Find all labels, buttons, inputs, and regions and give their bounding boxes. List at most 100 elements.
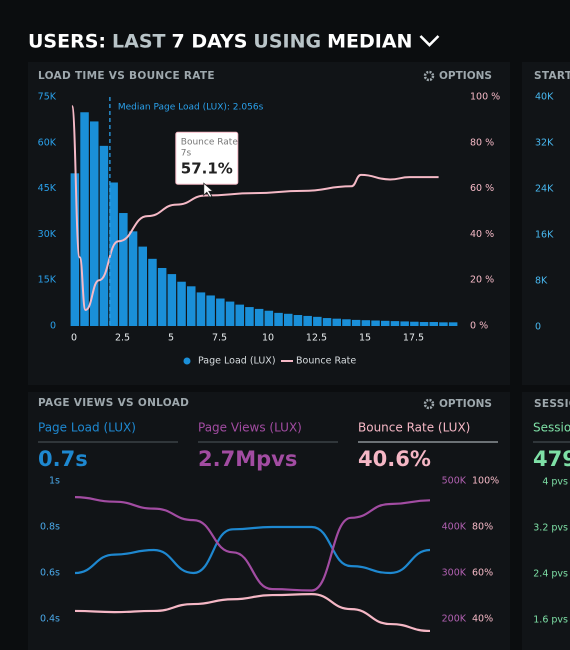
header-text: 7 DAYS	[171, 31, 247, 53]
y2-tick-label: 300K	[442, 568, 467, 579]
options-button[interactable]: OPTIONS	[439, 398, 492, 410]
bar	[448, 322, 458, 326]
gear-icon	[423, 398, 435, 410]
dropdown-chevron[interactable]	[419, 35, 440, 47]
bar	[351, 319, 361, 326]
y2-tick-label: 60 %	[470, 183, 494, 194]
x-tick-label: 2.5	[115, 333, 130, 344]
bar	[109, 182, 118, 326]
bar	[303, 315, 312, 326]
y-tick-label: 75K	[38, 92, 57, 103]
bar	[400, 321, 409, 326]
legend-label: Page Load (LUX)	[198, 356, 276, 367]
x-tick-label: 10	[262, 333, 274, 344]
bar	[90, 121, 99, 326]
y2-tick-label: 100 %	[470, 92, 500, 103]
bar	[293, 315, 303, 326]
y2-tick-label: 40 %	[470, 229, 494, 240]
y-tick-label: 2.4 pvs	[533, 569, 568, 580]
y-tick-label: 0.4s	[40, 614, 60, 625]
panel-title: LOAD TIME VS BOUNCE RATE	[38, 70, 215, 82]
y-tick-label: 24K	[535, 184, 554, 195]
header-text: LAST	[112, 31, 165, 53]
bar	[342, 319, 351, 326]
y-tick-label: 3.2 pvs	[533, 523, 568, 534]
y-tick-label: 60K	[38, 137, 57, 148]
y3-tick-label: 100%	[472, 476, 499, 487]
bar	[361, 320, 371, 326]
bar	[157, 267, 167, 326]
bar	[128, 231, 138, 326]
panel-title: SESSIO	[534, 398, 570, 410]
tooltip-title: Bounce Rate	[181, 138, 239, 148]
header-text: USERS:	[28, 31, 106, 53]
panel-title: PAGE VIEWS VS ONLOAD	[38, 397, 189, 409]
stat-label: Page Load (LUX)	[38, 421, 136, 435]
bar	[206, 295, 215, 326]
legend-swatch	[183, 357, 191, 365]
y2-tick-label: 200K	[442, 614, 467, 625]
bar	[419, 322, 429, 326]
bar	[70, 173, 80, 326]
stat-value: 2.7Mpvs	[198, 447, 297, 471]
panel	[522, 62, 570, 385]
x-tick-label: 12.5	[306, 333, 327, 344]
bar	[274, 312, 283, 326]
stat-value: 0.7s	[38, 447, 88, 471]
panel	[522, 392, 570, 650]
y-tick-label: 30K	[38, 229, 57, 240]
bar	[284, 313, 293, 326]
x-tick-label: 7.5	[212, 333, 227, 344]
y-tick-label: 1.6 pvs	[533, 615, 568, 626]
bar	[371, 320, 380, 326]
bar	[264, 310, 274, 326]
tooltip-x: 7s	[181, 149, 192, 159]
y2-tick-label: 500K	[442, 476, 467, 487]
header[interactable]: USERS: LAST 7 DAYS USING MEDIAN	[28, 31, 412, 53]
bar	[429, 322, 438, 326]
line	[70, 105, 439, 311]
gear-icon	[423, 70, 435, 82]
bar	[80, 112, 89, 327]
stat-label: Bounce Rate (LUX)	[358, 421, 470, 435]
options-button[interactable]: OPTIONS	[439, 70, 492, 82]
x-tick-label: 15	[359, 333, 371, 344]
y2-tick-label: 20 %	[470, 275, 494, 286]
tooltip-value: 57.1%	[181, 160, 233, 178]
bar	[196, 292, 206, 326]
y-tick-label: 0	[535, 322, 541, 333]
bar	[187, 286, 196, 326]
bar	[167, 274, 177, 326]
bar	[99, 145, 109, 326]
bar	[410, 321, 419, 326]
y-tick-label: 1s	[49, 476, 60, 487]
y-tick-label: 0.6s	[40, 568, 60, 579]
bar	[439, 322, 448, 326]
panel	[28, 392, 510, 650]
x-tick-label: 17.5	[403, 333, 424, 344]
bar	[177, 281, 186, 326]
panel-title: START	[534, 70, 570, 82]
y-tick-label: 45K	[38, 183, 57, 194]
x-tick-label: 5	[168, 333, 174, 344]
bar	[381, 320, 390, 326]
annotation: Median Page Load (LUX): 2.056s	[118, 103, 264, 113]
y-tick-label: 40K	[535, 92, 554, 103]
stat-label: Sessio	[533, 421, 570, 435]
line	[74, 593, 431, 633]
y-tick-label: 4 pvs	[542, 477, 568, 488]
bar	[313, 316, 322, 326]
y-tick-label: 16K	[535, 230, 554, 241]
bar	[148, 258, 157, 326]
header-text: MEDIAN	[327, 31, 412, 53]
y-tick-label: 0.8s	[40, 522, 60, 533]
stat-value: 479	[533, 447, 570, 471]
y3-tick-label: 40%	[472, 614, 493, 625]
legend-label: Bounce Rate	[296, 356, 356, 367]
bar	[225, 301, 235, 326]
line	[74, 496, 431, 592]
bar	[119, 213, 128, 326]
y2-tick-label: 0 %	[470, 321, 488, 332]
